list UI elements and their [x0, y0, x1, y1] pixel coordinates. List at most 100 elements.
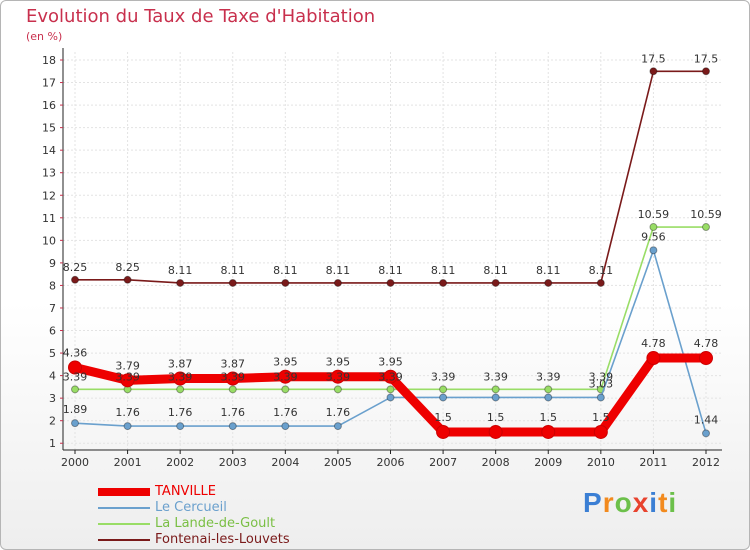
data-label-0: 3.95: [378, 356, 403, 369]
data-label-2: 3.39: [168, 370, 193, 383]
series-point-0: [120, 373, 135, 388]
series-point-2: [71, 385, 79, 394]
series-point-3: [439, 278, 448, 287]
legend-swatch-le-cercueil: [98, 507, 150, 509]
x-tick-label: 2012: [692, 456, 720, 469]
series-point-2: [176, 385, 185, 394]
data-label-2: 3.39: [326, 370, 351, 383]
series-point-3: [333, 278, 342, 287]
series-point-2: [491, 385, 500, 394]
y-tick-label: 14: [42, 144, 56, 157]
data-label-3: 8.11: [326, 264, 351, 277]
series-point-3: [544, 278, 553, 287]
data-label-0: 3.87: [221, 358, 246, 371]
logo-letter: i: [668, 487, 678, 518]
legend-label-le-cercueil: Le Cercueil: [155, 500, 227, 515]
series-point-3: [123, 275, 132, 284]
data-label-2: 10.59: [638, 208, 670, 221]
y-tick-label: 15: [42, 122, 56, 135]
series-point-1: [333, 422, 342, 431]
data-label-0: 3.95: [273, 356, 298, 369]
series-point-3: [491, 278, 500, 287]
series-point-0: [225, 371, 240, 386]
y-tick-label: 10: [42, 234, 56, 247]
y-tick-label: 4: [49, 370, 56, 383]
data-label-2: 3.39: [378, 370, 403, 383]
y-tick-label: 7: [49, 302, 56, 315]
series-point-0: [383, 369, 398, 384]
y-tick-label: 2: [49, 415, 56, 428]
series-point-0: [278, 369, 293, 384]
data-label-2: 3.39: [431, 370, 456, 383]
series-point-1: [439, 393, 448, 402]
series-point-1: [123, 422, 132, 431]
data-label-0: 4.36: [63, 346, 88, 359]
series-point-0: [646, 351, 661, 366]
series-point-1: [281, 422, 290, 431]
x-tick-label: 2001: [114, 456, 142, 469]
data-label-3: 8.25: [115, 261, 140, 274]
series-point-3: [281, 278, 290, 287]
series-point-2: [333, 385, 342, 394]
series-point-0: [593, 424, 608, 439]
data-label-1: 1.76: [326, 406, 351, 419]
data-label-1: 1.76: [221, 406, 246, 419]
series-point-3: [386, 278, 395, 287]
legend-swatch-tanville: [98, 488, 150, 496]
data-label-3: 17.5: [641, 52, 666, 65]
data-label-2: 3.39: [483, 370, 508, 383]
x-tick-label: 2010: [587, 456, 615, 469]
data-label-2: 3.39: [221, 370, 246, 383]
series-point-2: [228, 385, 237, 394]
series-point-0: [436, 424, 451, 439]
series-point-3: [702, 67, 710, 76]
data-label-1: 1.44: [694, 413, 719, 426]
x-tick-label: 2003: [219, 456, 247, 469]
data-label-1: 1.76: [168, 406, 193, 419]
series-point-1: [544, 393, 553, 402]
data-label-2: 3.39: [273, 370, 298, 383]
y-tick-label: 3: [49, 392, 56, 405]
series-point-1: [71, 419, 79, 428]
data-label-1: 3.03: [589, 377, 614, 390]
data-label-0: 3.79: [115, 359, 140, 372]
data-label-1: 9.56: [641, 230, 666, 243]
y-tick-label: 8: [49, 279, 56, 292]
y-tick-label: 1: [49, 437, 56, 450]
data-label-3: 8.11: [168, 264, 193, 277]
series-point-0: [173, 371, 188, 386]
series-point-1: [176, 422, 185, 431]
legend-item-la-lande-de-goult: La Lande-de-Goult: [98, 516, 358, 532]
data-label-0: 1.5: [540, 411, 558, 424]
data-label-2: 10.59: [690, 208, 722, 221]
x-tick-label: 2000: [61, 456, 89, 469]
data-label-3: 8.11: [221, 264, 246, 277]
legend-label-la-lande-de-goult: La Lande-de-Goult: [155, 516, 276, 531]
x-tick-label: 2005: [324, 456, 352, 469]
series-point-3: [649, 67, 658, 76]
logo-letter: t: [658, 487, 669, 518]
data-label-0: 1.5: [487, 411, 505, 424]
series-point-2: [386, 385, 395, 394]
series-point-0: [699, 351, 713, 366]
logo-letter: i: [649, 487, 659, 518]
logo-letter: x: [632, 487, 650, 518]
data-label-0: 3.87: [168, 358, 193, 371]
data-label-0: 1.5: [434, 411, 452, 424]
series-point-3: [228, 278, 237, 287]
series-point-1: [491, 393, 500, 402]
x-tick-label: 2008: [482, 456, 510, 469]
legend: TANVILLE Le Cercueil La Lande-de-Goult F…: [98, 484, 358, 548]
series-point-1: [228, 422, 237, 431]
y-tick-label: 9: [49, 257, 56, 270]
series-point-3: [596, 278, 605, 287]
logo-letter: r: [602, 487, 615, 518]
y-tick-label: 17: [42, 77, 56, 90]
data-label-0: 3.95: [326, 356, 351, 369]
series-point-2: [702, 223, 710, 232]
y-tick-label: 11: [42, 212, 56, 225]
legend-item-tanville: TANVILLE: [98, 484, 358, 500]
data-label-1: 1.76: [115, 406, 140, 419]
legend-label-fontenai-les-louvets: Fontenai-les-Louvets: [155, 532, 290, 547]
